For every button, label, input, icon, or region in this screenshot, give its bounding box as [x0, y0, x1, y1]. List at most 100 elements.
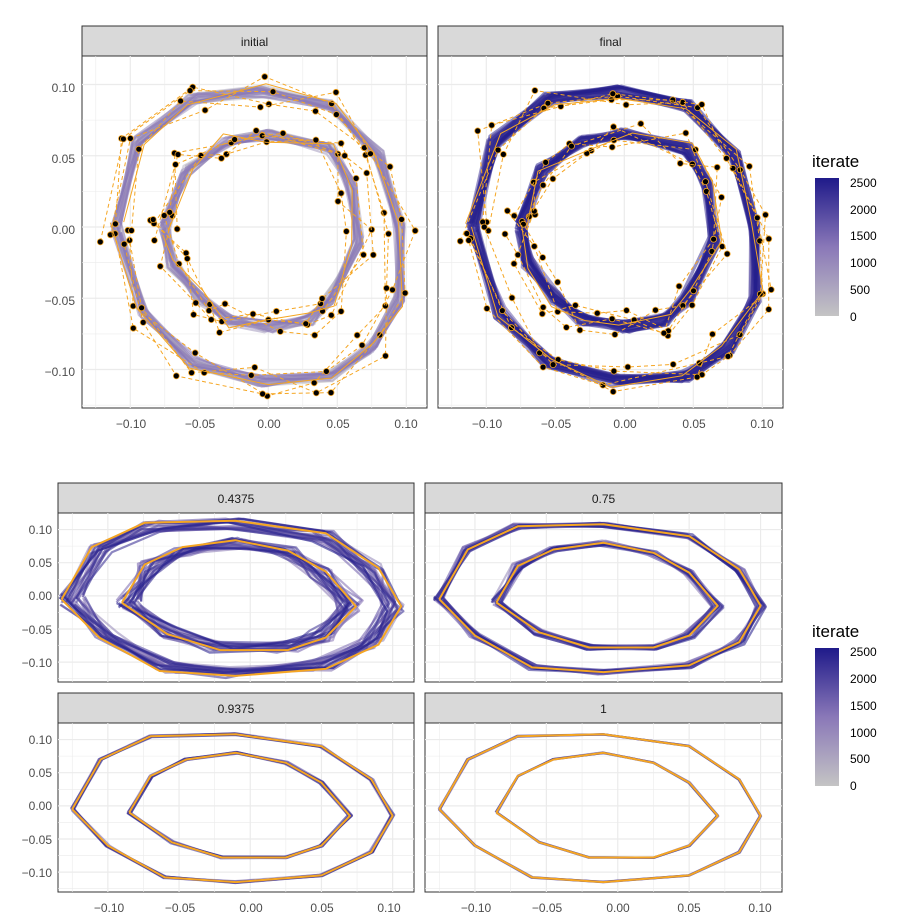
strip-label-initial: initial	[241, 35, 268, 49]
y-tick-label: 0.00	[52, 223, 76, 237]
data-point	[256, 103, 264, 111]
panel-1: 1	[424, 692, 783, 893]
data-point	[120, 135, 127, 143]
strip-label-1: 1	[600, 702, 607, 716]
data-point	[386, 163, 394, 171]
data-point	[563, 323, 570, 331]
data-point	[182, 249, 190, 257]
data-point	[360, 251, 367, 259]
data-point	[201, 106, 209, 114]
panel-0-9375: 0.9375	[57, 692, 415, 893]
data-point	[389, 286, 396, 294]
data-ring	[468, 95, 767, 386]
x-tick-label: 0.00	[613, 417, 637, 431]
data-point	[252, 127, 260, 135]
data-point	[549, 175, 557, 183]
x-tick-label: 0.10	[377, 901, 401, 915]
x-tick-label: −0.10	[461, 901, 492, 915]
y-tick-label: 0.05	[29, 556, 53, 570]
data-point	[129, 324, 137, 332]
data-point	[698, 101, 706, 108]
data-point	[514, 251, 522, 259]
strip-0-75	[424, 482, 783, 514]
data-ring	[513, 126, 723, 337]
data-point	[702, 178, 709, 186]
legend-break: 1500	[850, 229, 877, 243]
y-tick-label: −0.05	[45, 294, 76, 308]
data-point	[480, 223, 488, 231]
data-point	[723, 250, 731, 258]
y-tick-label: 0.00	[29, 589, 53, 603]
data-point	[688, 301, 696, 309]
data-point	[166, 208, 174, 216]
strip-label-final: final	[599, 35, 621, 49]
data-point	[363, 169, 371, 177]
x-tick-label: 0.05	[310, 901, 334, 915]
data-point	[693, 373, 701, 381]
iterate-trace	[514, 131, 717, 331]
data-point	[206, 300, 214, 308]
iterate-trace	[128, 538, 349, 648]
data-ring	[504, 123, 718, 334]
data-point	[767, 286, 775, 294]
data-point	[709, 330, 716, 338]
iterate-trace	[73, 527, 397, 675]
top-x-axis-initial: −0.10 −0.05 0.00 0.05 0.10	[116, 417, 418, 431]
data-point	[576, 326, 584, 334]
legend-top: iterate 2500 2000 1500 1000 500 0	[812, 152, 877, 324]
data-point	[660, 329, 668, 337]
bottom-y-axis-row2: 0.10 0.05 0.00 −0.05 −0.10	[22, 733, 53, 880]
data-point	[322, 367, 330, 375]
x-tick-label: 0.10	[750, 417, 774, 431]
y-tick-label: −0.10	[45, 365, 76, 379]
data-point	[703, 187, 710, 195]
target-ring	[71, 733, 394, 884]
data-point	[675, 282, 683, 290]
data-point	[186, 87, 194, 94]
data-point	[465, 236, 473, 244]
data-point	[358, 341, 366, 349]
strip-label-0-75: 0.75	[592, 492, 616, 506]
data-point	[669, 360, 677, 368]
bottom-x-axis-left: −0.10 −0.05 0.00 0.05 0.10	[94, 901, 401, 915]
legend-break: 500	[850, 752, 870, 766]
data-point	[498, 307, 506, 315]
data-point	[139, 318, 147, 326]
data-point	[126, 134, 134, 142]
data-point	[398, 215, 406, 223]
y-tick-label: −0.05	[22, 623, 53, 637]
data-point	[401, 289, 409, 297]
data-point	[539, 181, 547, 189]
x-tick-label: 0.00	[606, 901, 630, 915]
x-tick-label: 0.05	[326, 417, 350, 431]
data-point	[488, 121, 496, 129]
target-ring	[438, 523, 762, 674]
data-point	[456, 237, 464, 245]
data-ring	[114, 86, 406, 395]
x-tick-label: 0.05	[677, 901, 701, 915]
data-point	[652, 306, 659, 314]
y-tick-label: 0.05	[29, 766, 53, 780]
panel-initial: initial	[81, 25, 428, 409]
top-x-axis-final: −0.10 −0.05 0.00 0.05 0.10	[472, 417, 774, 431]
data-point	[312, 389, 320, 397]
data-point	[539, 363, 547, 371]
x-tick-label: −0.05	[185, 417, 216, 431]
y-tick-label: 0.00	[29, 799, 53, 813]
legend-title: iterate	[812, 622, 859, 641]
data-point	[149, 216, 157, 223]
data-point	[249, 310, 257, 318]
data-point	[411, 227, 419, 235]
data-point	[272, 307, 280, 315]
data-point	[554, 278, 561, 286]
legend-break: 0	[850, 779, 857, 793]
data-point	[538, 310, 546, 318]
legend-break: 1000	[850, 256, 877, 270]
data-point	[610, 367, 618, 375]
x-tick-label: −0.05	[541, 417, 572, 431]
top-y-axis: 0.10 0.05 0.00 −0.05 −0.10	[45, 81, 76, 379]
data-point	[608, 143, 616, 151]
data-point	[718, 193, 725, 201]
data-point	[172, 161, 179, 168]
data-point	[713, 163, 721, 171]
